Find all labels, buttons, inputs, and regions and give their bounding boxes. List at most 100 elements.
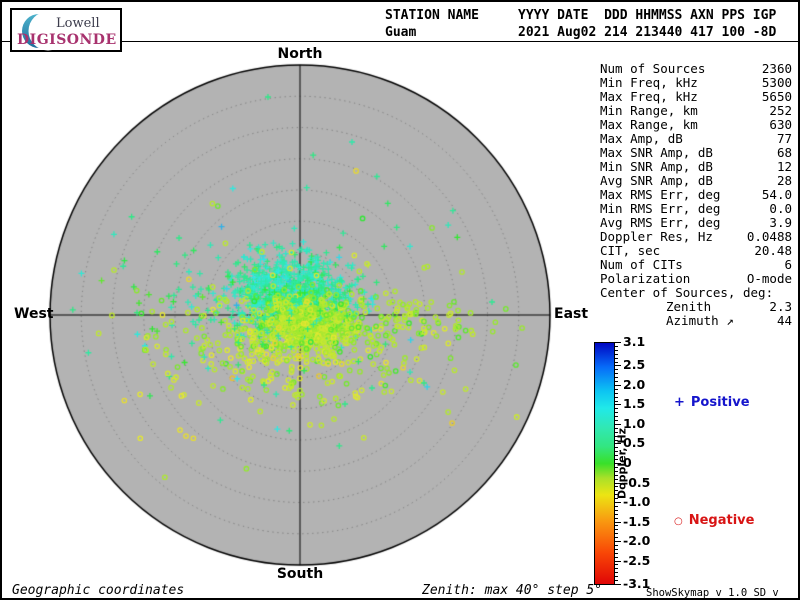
- legend-positive-label: Positive: [690, 395, 750, 410]
- colorbar-minor-tick: [615, 354, 618, 355]
- colorbar-minor-tick: [615, 447, 618, 448]
- colorbar-minor-tick: [615, 393, 618, 394]
- stat-row: Avg RMS Err, deg 3.9: [600, 216, 792, 230]
- colorbar-minor-tick: [615, 486, 618, 487]
- colorbar-minor-tick: [615, 412, 618, 413]
- colorbar-major-tick: [615, 522, 621, 523]
- stat-label: Max Freq, kHz: [600, 89, 698, 104]
- stat-value: 12: [776, 159, 792, 174]
- compass-west-label: West: [14, 306, 54, 322]
- colorbar-minor-tick: [615, 525, 618, 526]
- stat-label: Min RMS Err, deg: [600, 201, 721, 216]
- colorbar-minor-tick: [615, 377, 618, 378]
- colorbar-minor-tick: [615, 455, 618, 456]
- legend-negative: ○ Negative: [674, 513, 754, 528]
- stat-value: 2360: [761, 61, 792, 76]
- footer-zenith-scale-label: Zenith: max 40° step 5°: [422, 583, 603, 598]
- colorbar-minor-tick: [615, 459, 618, 460]
- colorbar-minor-tick: [615, 553, 618, 554]
- colorbar-minor-tick: [615, 451, 618, 452]
- stat-value: 54.0: [761, 187, 792, 202]
- colorbar-minor-tick: [615, 440, 618, 441]
- stat-row: Max Range, km 630: [600, 118, 792, 132]
- colorbar-minor-tick: [615, 362, 618, 363]
- colorbar-major-tick: [615, 483, 621, 484]
- stat-value: 2.3: [769, 299, 792, 314]
- colorbar-minor-tick: [615, 467, 618, 468]
- stat-label: Num of Sources: [600, 61, 706, 76]
- stat-label: Polarization: [600, 271, 691, 286]
- stat-value: O-mode: [746, 271, 792, 286]
- colorbar-minor-tick: [615, 572, 618, 573]
- stat-label: Num of CITs: [600, 257, 683, 272]
- colorbar-minor-tick: [615, 428, 618, 429]
- stat-label: Avg SNR Amp, dB: [600, 173, 713, 188]
- footer-version-label: ShowSkymap v 1.0 SD v 5.1: [646, 587, 779, 599]
- colorbar-minor-tick: [615, 557, 618, 558]
- colorbar-tick-label: -3.1: [623, 576, 651, 591]
- stat-label: Max SNR Amp, dB: [600, 145, 713, 160]
- stat-label: Max RMS Err, deg: [600, 187, 721, 202]
- colorbar-minor-tick: [615, 514, 618, 515]
- colorbar-minor-tick: [615, 416, 618, 417]
- stat-row: Polarization O-mode: [600, 272, 792, 286]
- colorbar-major-tick: [615, 365, 621, 366]
- stat-value: 77: [776, 131, 792, 146]
- colorbar-minor-tick: [615, 537, 618, 538]
- colorbar-tick-label: 1.5: [623, 396, 646, 411]
- doppler-colorbar: [594, 342, 615, 585]
- colorbar-tick-label: 2.5: [623, 357, 646, 372]
- legend-negative-label: Negative: [688, 513, 755, 528]
- stat-label: Min Freq, kHz: [600, 75, 698, 90]
- stat-row: Max Freq, kHz 5650: [600, 90, 792, 104]
- circle-marker-icon: ○: [674, 516, 683, 527]
- colorbar-tick-label: -2.5: [623, 553, 651, 568]
- stat-value: 20.48: [754, 243, 792, 258]
- header-station-name-label: STATION NAME: [385, 8, 479, 23]
- stat-row: Doppler Res, Hz 0.0488: [600, 230, 792, 244]
- colorbar-minor-tick: [615, 564, 618, 565]
- stat-value: 5650: [761, 89, 792, 104]
- stat-value: 28: [776, 173, 792, 188]
- colorbar-tick-label: 2.0: [623, 377, 646, 392]
- colorbar-minor-tick: [615, 576, 618, 577]
- stat-value: 252: [769, 103, 792, 118]
- stat-label: Zenith: [666, 299, 712, 314]
- stat-value: 3.9: [769, 215, 792, 230]
- colorbar-minor-tick: [615, 420, 618, 421]
- colorbar-minor-tick: [615, 498, 618, 499]
- colorbar-minor-tick: [615, 510, 618, 511]
- stat-label: Doppler Res, Hz: [600, 229, 713, 244]
- colorbar-minor-tick: [615, 389, 618, 390]
- colorbar-minor-tick: [615, 475, 618, 476]
- colorbar-tick-label: 0: [623, 455, 632, 470]
- colorbar-minor-tick: [615, 432, 618, 433]
- stat-row: Num of CITs 6: [600, 258, 792, 272]
- compass-north-label: North: [277, 46, 323, 62]
- compass-south-label: South: [276, 566, 324, 582]
- colorbar-major-tick: [615, 424, 621, 425]
- colorbar-minor-tick: [615, 346, 618, 347]
- stat-value: 0.0488: [746, 229, 792, 244]
- colorbar-major-tick: [615, 463, 621, 464]
- colorbar-minor-tick: [615, 549, 618, 550]
- colorbar-minor-tick: [615, 494, 618, 495]
- stat-label: Avg RMS Err, deg: [600, 215, 721, 230]
- logo-lowell-text: Lowell: [56, 16, 100, 31]
- colorbar-minor-tick: [615, 436, 618, 437]
- stat-label: Center of Sources, deg:: [600, 285, 774, 300]
- stat-value: 0.0: [769, 201, 792, 216]
- stat-label: Max Range, km: [600, 117, 698, 132]
- colorbar-minor-tick: [615, 350, 618, 351]
- header-datetime-values: 2021 Aug02 214 213440 417 100 -8D: [518, 25, 777, 40]
- plus-marker-icon: +: [674, 395, 685, 410]
- colorbar-tick-label: -2.0: [623, 533, 651, 548]
- colorbar-minor-tick: [615, 369, 618, 370]
- colorbar-minor-tick: [615, 529, 618, 530]
- colorbar-minor-tick: [615, 545, 618, 546]
- stat-row: Min RMS Err, deg 0.0: [600, 202, 792, 216]
- crescent-icon: [22, 12, 60, 51]
- stat-row: Min Range, km 252: [600, 104, 792, 118]
- stat-row: Max RMS Err, deg 54.0: [600, 188, 792, 202]
